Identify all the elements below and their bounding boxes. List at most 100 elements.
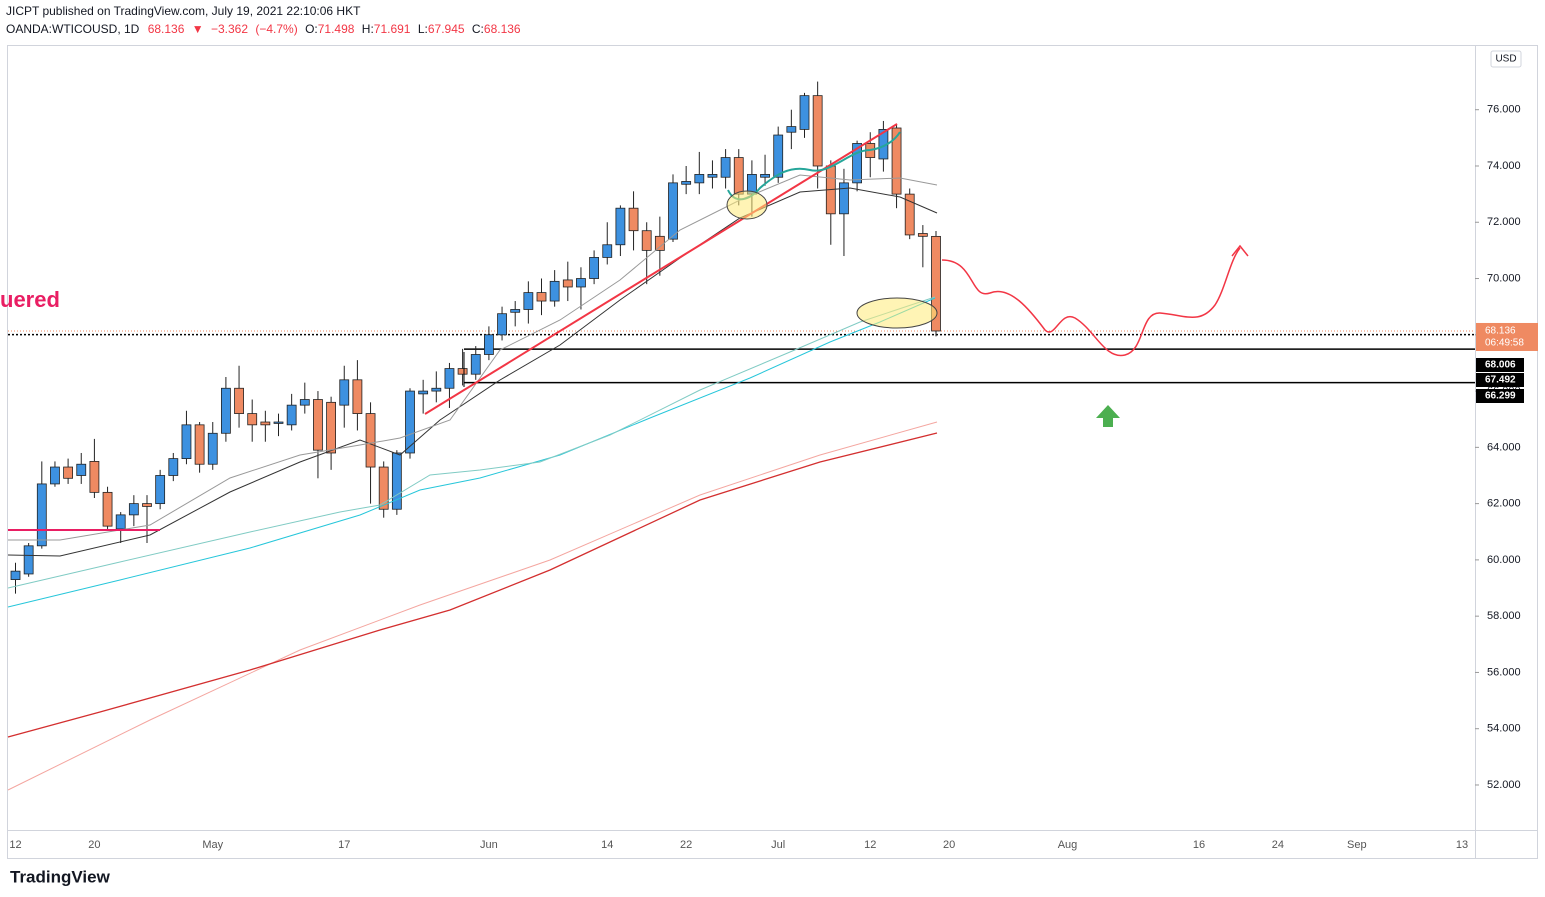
candle-body: [260, 421, 271, 426]
open-label: O:: [305, 22, 318, 36]
candle-body: [273, 421, 284, 424]
candle-body: [405, 390, 415, 454]
candle-body: [168, 458, 179, 476]
level-label-bg: [1476, 358, 1524, 372]
candle-body: [681, 181, 692, 185]
candle-body: [536, 292, 547, 302]
candle-body: [457, 368, 468, 375]
y-tick-label: 52.000: [1487, 779, 1521, 791]
close-value: 68.136: [484, 22, 521, 36]
y-tick-label: 58.000: [1487, 610, 1521, 622]
y-tick-label: 64.000: [1487, 441, 1521, 453]
candle-body: [576, 278, 586, 288]
candle-body: [483, 334, 494, 355]
candle-body: [602, 244, 613, 258]
candle-body: [339, 379, 350, 406]
level-label: 67.492: [1485, 375, 1516, 386]
level-label-bg: [1476, 373, 1524, 387]
candle-body: [510, 309, 521, 313]
candle-body: [181, 424, 192, 460]
up-arrow: [1096, 405, 1120, 427]
candle-body: [654, 235, 665, 251]
candle-body: [128, 503, 139, 516]
x-tick-label: 14: [601, 839, 613, 851]
candle-body: [286, 404, 297, 426]
last-price-label: 68.136: [1485, 326, 1516, 337]
moving-average: [7, 432, 938, 738]
low-value: 67.945: [428, 22, 465, 36]
candle-body: [418, 390, 429, 395]
candle-body: [63, 466, 73, 479]
y-tick-label: 72.000: [1487, 216, 1521, 228]
candle-body: [220, 387, 231, 434]
level-label-bg: [1476, 389, 1524, 403]
y-tick-label: 74.000: [1487, 160, 1521, 172]
last-price: 68.136: [148, 22, 185, 36]
candle-body: [299, 399, 310, 406]
candle-body: [760, 174, 770, 178]
candle-body: [615, 207, 626, 246]
highlight-ellipse: [726, 190, 768, 220]
candle-body: [352, 379, 363, 414]
high-value: 71.691: [374, 22, 411, 36]
x-tick-label: 20: [943, 839, 955, 851]
candle-body: [549, 280, 560, 302]
x-tick-label: 24: [1272, 839, 1284, 851]
countdown-label: 06:49:58: [1485, 338, 1524, 349]
x-tick-label: Sep: [1347, 839, 1367, 851]
candle-body: [50, 466, 60, 485]
close-label: C:: [472, 22, 484, 36]
candle-body: [786, 126, 797, 133]
candle-body: [839, 182, 849, 215]
moving-average: [8, 174, 938, 541]
high-label: H:: [362, 22, 374, 36]
moving-average: [7, 421, 938, 791]
candle-body: [76, 463, 87, 476]
moving-average: [7, 297, 936, 608]
symbol: OANDA:WTICOUSD, 1D: [6, 22, 140, 36]
x-tick-label: Aug: [1058, 839, 1078, 851]
chart-frame: [7, 45, 1538, 859]
y-tick-label: 56.000: [1487, 666, 1521, 678]
candle-body: [102, 491, 113, 527]
low-label: L:: [418, 22, 428, 36]
y-tick-label: 54.000: [1487, 723, 1521, 735]
candle-body: [234, 387, 244, 414]
candle-body: [773, 134, 784, 178]
candle-body: [812, 95, 823, 167]
candle-body: [523, 292, 534, 310]
last-price-label-bg: [1476, 322, 1538, 351]
projection-path: [941, 247, 1241, 357]
candle-body: [720, 157, 731, 178]
moving-average: [7, 296, 936, 589]
currency-button: [1490, 50, 1522, 68]
x-tick-label: Jul: [771, 839, 785, 851]
candle-body: [931, 235, 941, 332]
candle-body: [155, 475, 166, 505]
brand: TradingView: [10, 867, 111, 886]
open-value: 71.498: [318, 22, 355, 36]
candle-body: [391, 452, 402, 510]
projection-arrowhead: [1231, 244, 1249, 257]
moving-average: [7, 187, 938, 557]
publisher: JICPT published on TradingView.com, July…: [6, 4, 361, 18]
x-tick-label: 17: [338, 839, 350, 851]
highlight-ellipse: [856, 297, 938, 329]
x-tick-label: 16: [1193, 839, 1205, 851]
change: −3.362: [211, 22, 248, 36]
candle-body: [707, 174, 718, 178]
candle-body: [10, 570, 21, 580]
y-tick-label: 70.000: [1487, 272, 1521, 284]
x-tick-label: 12: [864, 839, 876, 851]
change-pct: (−4.7%): [255, 22, 297, 36]
candle-body: [89, 461, 100, 493]
candle-body: [365, 413, 376, 468]
candle-body: [142, 503, 152, 507]
candle-body: [917, 233, 928, 237]
candle-body: [194, 424, 205, 465]
trend-line: [424, 123, 898, 415]
candle-body: [852, 143, 862, 184]
x-tick-label: 13: [1456, 839, 1468, 851]
level-label: 68.006: [1485, 360, 1516, 371]
